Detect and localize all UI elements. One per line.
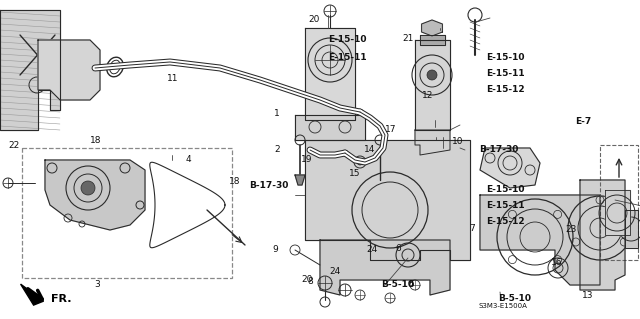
Text: E-15-10: E-15-10 [486, 185, 525, 194]
Text: 8: 8 [308, 277, 313, 286]
Polygon shape [20, 284, 44, 305]
Text: E-15-12: E-15-12 [486, 217, 525, 226]
Polygon shape [295, 115, 365, 140]
Text: E-15-11: E-15-11 [328, 53, 367, 62]
Text: 10: 10 [452, 137, 463, 146]
Text: 3: 3 [95, 280, 100, 289]
Text: 19: 19 [301, 155, 313, 164]
Text: E-15-12: E-15-12 [486, 85, 525, 94]
Text: 21: 21 [402, 34, 413, 43]
Text: 17: 17 [385, 125, 396, 134]
Text: 24: 24 [366, 245, 378, 254]
Polygon shape [580, 180, 625, 290]
Text: 9: 9 [273, 245, 278, 254]
Text: 15: 15 [349, 169, 361, 178]
Polygon shape [0, 10, 60, 130]
Text: 1: 1 [275, 109, 280, 118]
Polygon shape [480, 195, 600, 285]
Polygon shape [420, 35, 445, 45]
Text: B-17-30: B-17-30 [479, 145, 518, 154]
Text: 20: 20 [308, 15, 319, 24]
Polygon shape [320, 240, 450, 295]
Polygon shape [295, 175, 305, 185]
Text: 22: 22 [8, 141, 20, 150]
Polygon shape [45, 160, 145, 230]
Bar [600, 145, 638, 260]
Polygon shape [415, 40, 450, 130]
Text: 4: 4 [186, 155, 191, 164]
Polygon shape [422, 20, 442, 36]
Text: 7: 7 [470, 224, 475, 233]
Text: B-5-10: B-5-10 [381, 280, 415, 289]
Polygon shape [38, 40, 100, 100]
Text: 23: 23 [566, 225, 577, 234]
Text: 2: 2 [275, 145, 280, 154]
Text: 14: 14 [364, 145, 376, 154]
Text: 11: 11 [167, 74, 179, 83]
Text: 13: 13 [582, 291, 593, 300]
Polygon shape [605, 190, 630, 235]
Text: E-15-10: E-15-10 [486, 53, 525, 62]
Polygon shape [305, 140, 470, 260]
Text: 20: 20 [301, 275, 313, 284]
Text: E-15-10: E-15-10 [328, 35, 367, 44]
Text: B-17-30: B-17-30 [250, 181, 289, 189]
Polygon shape [305, 28, 355, 120]
Polygon shape [415, 130, 450, 155]
Text: E-15-11: E-15-11 [486, 201, 525, 210]
Text: E-7: E-7 [575, 117, 591, 126]
Circle shape [81, 181, 95, 195]
Text: 18: 18 [229, 177, 241, 186]
Text: 5: 5 [409, 280, 414, 289]
Text: FR.: FR. [51, 294, 71, 304]
Text: 24: 24 [329, 267, 340, 276]
Text: 18: 18 [90, 136, 102, 145]
Polygon shape [625, 210, 638, 248]
Text: 16: 16 [551, 258, 563, 267]
Polygon shape [480, 148, 540, 188]
Circle shape [427, 70, 437, 80]
Text: 12: 12 [422, 91, 433, 100]
Bar [22, 148, 232, 278]
Text: 6: 6 [396, 244, 401, 253]
Text: B-5-10: B-5-10 [498, 294, 531, 303]
Text: S3M3-E1500A: S3M3-E1500A [479, 303, 527, 309]
Text: E-15-11: E-15-11 [486, 69, 525, 78]
Circle shape [357, 159, 363, 165]
